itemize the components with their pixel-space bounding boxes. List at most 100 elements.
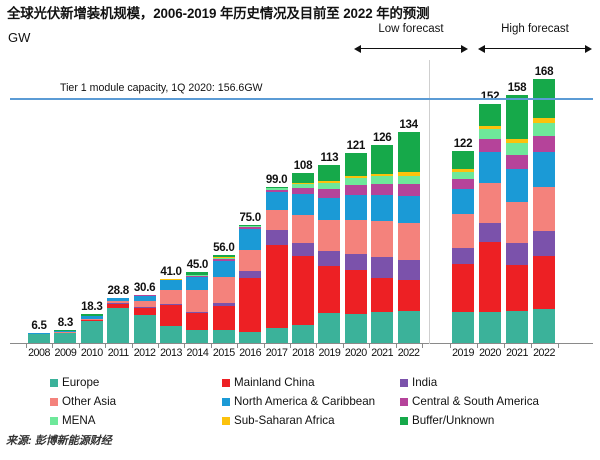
bar-segment-north-america-caribbean: [28, 332, 50, 334]
bar-2022-base[interactable]: 134: [397, 118, 420, 343]
bar-segment-buffer-unknown: [479, 104, 501, 127]
x-axis-tick: [26, 344, 27, 348]
legend-swatch-central-south-america: [400, 397, 408, 406]
legend-label: Other Asia: [62, 395, 117, 408]
bar-segment-mainland-china: [239, 277, 262, 332]
bar-2014-base[interactable]: 45.0: [186, 258, 209, 343]
bar-2021-high[interactable]: 158: [506, 81, 528, 343]
bar-segment-mainland-china: [292, 255, 314, 325]
bar-segment-buffer-unknown: [160, 278, 182, 280]
bar-2017-base[interactable]: 99.0: [265, 173, 288, 343]
bar-segment-mena: [265, 188, 288, 190]
x-axis-tick: [237, 344, 239, 348]
bar-segment-europe: [506, 310, 528, 343]
high-forecast-arrow-icon: [478, 44, 592, 53]
bar-segment-buffer-unknown: [371, 144, 394, 175]
bar-segment-mena: [533, 122, 555, 137]
bar-segment-mena: [397, 175, 420, 185]
bar-segment-mainland-china: [318, 265, 341, 314]
bar-value-label: 99.0: [265, 173, 288, 187]
bar-segment-other-asia: [397, 222, 420, 260]
bar-segment-india: [292, 242, 314, 256]
bar-segment-mainland-china: [265, 245, 288, 329]
group-separator: [429, 60, 430, 344]
bar-segment-central-south-america: [265, 189, 288, 193]
bar-value-label: 152: [480, 90, 500, 104]
bar-segment-north-america-caribbean: [452, 188, 474, 215]
bar-segment-europe: [479, 312, 501, 343]
x-axis-label-2021: 2021: [371, 347, 394, 359]
bar-segment-central-south-america: [397, 184, 420, 197]
legend-item-mena[interactable]: MENA: [50, 414, 96, 427]
legend-item-central-south-america[interactable]: Central & South America: [400, 395, 539, 408]
bar-segment-central-south-america: [344, 185, 367, 196]
legend-item-mainland-china[interactable]: Mainland China: [222, 376, 315, 389]
bar-2012-base[interactable]: 30.6: [133, 281, 156, 343]
legend-item-sub-saharan-africa[interactable]: Sub-Saharan Africa: [222, 414, 335, 427]
bar-2022-high[interactable]: 168: [533, 65, 555, 343]
legend-item-india[interactable]: India: [400, 376, 437, 389]
legend-item-europe[interactable]: Europe: [50, 376, 99, 389]
x-axis-label-2018: 2018: [292, 347, 314, 359]
x-axis-tick: [158, 344, 159, 348]
bar-segment-north-america-caribbean: [160, 280, 182, 290]
bar-segment-other-asia: [506, 202, 528, 244]
tier1-capacity-reference-line: [10, 97, 593, 100]
x-axis-tick: [422, 344, 423, 348]
bar-segment-mainland-china: [371, 277, 394, 313]
bar-segment-sub-saharan-africa: [292, 182, 314, 184]
bar-value-label: 8.3: [57, 315, 74, 329]
bar-value-label: 56.0: [213, 240, 235, 254]
bar-value-label: 108: [293, 159, 313, 173]
bar-segment-north-america-caribbean: [292, 193, 314, 216]
bar-2021-base[interactable]: 126: [371, 131, 394, 343]
bar-segment-central-south-america: [452, 178, 474, 189]
x-axis-tick: [105, 344, 107, 348]
x-axis-label-2012: 2012: [133, 347, 156, 359]
legend-item-buffer-unknown[interactable]: Buffer/Unknown: [400, 414, 494, 427]
legend-item-other-asia[interactable]: Other Asia: [50, 395, 116, 408]
bar-2015-base[interactable]: 56.0: [212, 241, 235, 343]
bar-segment-buffer-unknown: [452, 151, 474, 170]
bar-segment-buffer-unknown: [344, 152, 367, 176]
bar-segment-north-america-caribbean: [54, 330, 77, 333]
bar-2013-base[interactable]: 41.0: [160, 265, 182, 343]
legend-item-north-america-caribbean[interactable]: North America & Caribbean: [222, 395, 375, 408]
bar-value-label: 122: [453, 137, 473, 151]
x-axis-tick: [290, 344, 291, 348]
bar-segment-sub-saharan-africa: [506, 139, 528, 144]
bar-segment-other-asia: [160, 289, 182, 304]
bar-segment-europe: [397, 310, 420, 343]
bar-segment-central-south-america: [292, 187, 314, 194]
bar-2010-base[interactable]: 18.3: [80, 300, 103, 343]
bar-2019-high[interactable]: 122: [452, 137, 474, 343]
bar-segment-europe: [186, 329, 209, 343]
bar-segment-sub-saharan-africa: [533, 118, 555, 123]
bar-2018-base[interactable]: 108: [292, 159, 314, 343]
x-axis-tick: [395, 344, 397, 348]
bar-segment-europe: [292, 324, 314, 343]
bar-2011-base[interactable]: 28.8: [107, 284, 130, 343]
bar-segment-mainland-china: [479, 241, 501, 313]
bar-segment-other-asia: [186, 290, 209, 312]
bar-2016-base[interactable]: 75.0: [239, 211, 262, 343]
legend-label: India: [412, 376, 438, 389]
bar-value-label: 126: [372, 130, 392, 144]
legend-swatch-other-asia: [50, 397, 58, 406]
bar-segment-mena: [212, 257, 235, 259]
bar-2019-base[interactable]: 113: [318, 151, 341, 343]
bar-2008-base[interactable]: 6.5: [28, 319, 50, 343]
bar-2009-base[interactable]: 8.3: [54, 316, 77, 343]
bar-2020-high[interactable]: 152: [479, 90, 501, 343]
bar-segment-india: [344, 254, 367, 270]
legend-swatch-mainland-china: [222, 378, 230, 387]
legend-swatch-north-america-caribbean: [222, 397, 230, 406]
x-axis-tick: [504, 344, 505, 348]
bar-segment-india: [186, 311, 209, 313]
bar-segment-sub-saharan-africa: [397, 172, 420, 176]
bar-segment-india: [212, 303, 235, 307]
bar-2020-base[interactable]: 121: [344, 139, 367, 343]
bar-segment-sub-saharan-africa: [452, 169, 474, 172]
bar-segment-other-asia: [212, 277, 235, 304]
bar-segment-india: [239, 270, 262, 278]
